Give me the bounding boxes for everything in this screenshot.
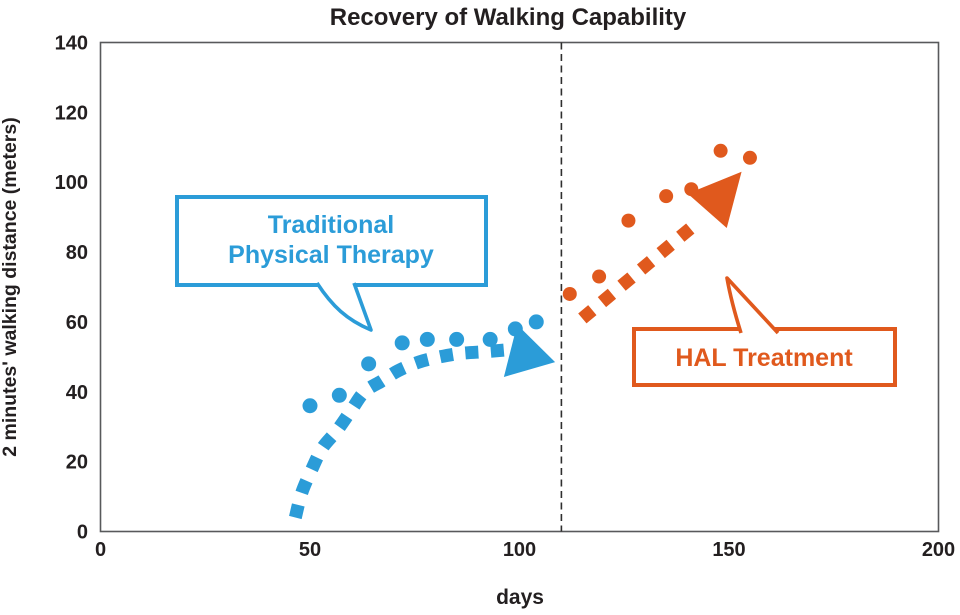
data-point bbox=[621, 213, 636, 228]
y-tick-label: 40 bbox=[66, 382, 88, 404]
trend-arrowhead bbox=[503, 324, 556, 377]
callout-traditional-box bbox=[175, 195, 488, 287]
data-point bbox=[742, 150, 757, 165]
x-tick-label: 100 bbox=[503, 539, 536, 561]
y-tick-label: 80 bbox=[66, 242, 88, 264]
data-point bbox=[562, 286, 577, 301]
x-axis-label: days bbox=[496, 586, 544, 609]
data-point bbox=[684, 182, 699, 197]
data-point bbox=[528, 314, 544, 330]
y-axis-label: 2 minutes' walking distance (meters) bbox=[0, 117, 21, 457]
series-traditional bbox=[289, 314, 556, 520]
plot-border bbox=[99, 41, 940, 533]
x-tick-label: 200 bbox=[922, 539, 955, 561]
y-tick-label: 120 bbox=[55, 102, 88, 124]
x-tick-label: 0 bbox=[95, 539, 106, 561]
y-tick-label: 140 bbox=[55, 33, 88, 55]
chart-title: Recovery of Walking Capability bbox=[330, 4, 687, 31]
data-point bbox=[419, 331, 435, 347]
x-tick-label: 50 bbox=[299, 539, 321, 561]
callout-hal-tail bbox=[725, 276, 780, 335]
data-point bbox=[592, 269, 607, 284]
x-axis-ticks: 0 50 100 150 200 bbox=[95, 539, 955, 561]
series-hal bbox=[562, 143, 757, 324]
data-point bbox=[507, 321, 523, 337]
callout-traditional-therapy: Traditional Physical Therapy bbox=[175, 195, 488, 332]
callout-hal-box bbox=[632, 327, 897, 387]
data-point bbox=[482, 331, 498, 347]
y-tick-label: 20 bbox=[66, 452, 88, 474]
y-tick-label: 100 bbox=[55, 172, 88, 194]
data-point bbox=[713, 143, 728, 158]
data-point bbox=[394, 335, 410, 351]
data-point bbox=[449, 331, 465, 347]
y-tick-label: 60 bbox=[66, 312, 88, 334]
callout-hal-line1: HAL Treatment bbox=[675, 344, 853, 372]
data-point bbox=[361, 356, 377, 372]
data-point bbox=[331, 387, 347, 403]
callout-traditional-line1: Traditional bbox=[268, 211, 394, 239]
callout-hal-treatment: HAL Treatment bbox=[632, 276, 897, 387]
x-tick-label: 150 bbox=[712, 539, 745, 561]
callout-traditional-tail bbox=[315, 282, 373, 332]
data-series bbox=[289, 143, 757, 520]
data-point bbox=[302, 398, 318, 414]
callout-traditional-line2: Physical Therapy bbox=[228, 241, 434, 269]
y-axis-ticks: 0 20 40 60 80 100 120 140 bbox=[55, 33, 88, 544]
trend-dashed-path bbox=[289, 343, 508, 520]
data-point bbox=[659, 189, 674, 204]
y-tick-label: 0 bbox=[77, 522, 88, 544]
trend-arrowhead bbox=[687, 171, 742, 228]
